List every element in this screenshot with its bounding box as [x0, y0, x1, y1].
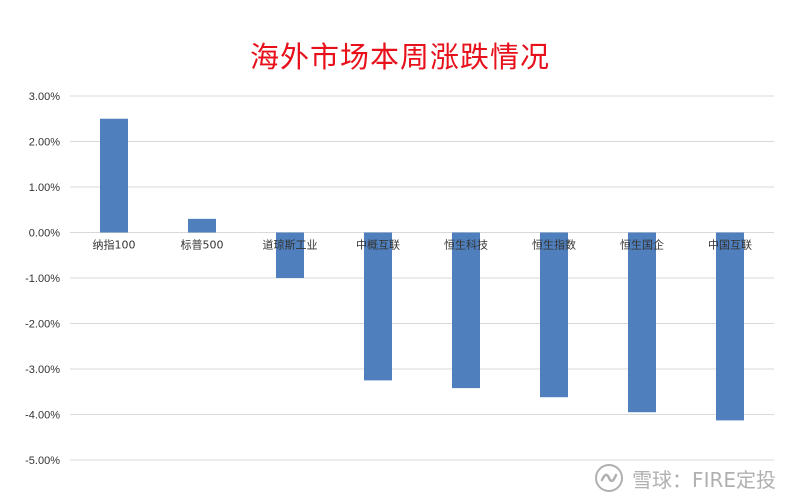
- x-tick-label: 中概互联: [356, 239, 400, 252]
- gridlines: [70, 95, 774, 461]
- watermark: 雪球：FIRE定投: [594, 463, 776, 493]
- x-tick-label: 中国互联: [708, 239, 752, 252]
- y-axis-ticks: 3.00% 2.00% 1.00% 0.00% -1.00% -2.00% -3.00% -4…: [25, 91, 60, 467]
- bar: [628, 232, 656, 413]
- y-tick-label: -4.00%: [25, 410, 60, 422]
- bar: [540, 232, 568, 398]
- snowball-logo-icon: [595, 464, 624, 492]
- chart-title: 海外市场本周涨跌情况: [249, 40, 550, 74]
- bar: [716, 232, 744, 421]
- y-tick-label: -2.00%: [25, 319, 60, 331]
- x-tick-label: 恒生指数: [532, 238, 576, 252]
- x-tick-label: 恒生科技: [444, 238, 488, 252]
- y-tick-label: 0.00%: [29, 228, 60, 240]
- x-axis-ticks: 纳指100 标普500 道琼斯工业 中概互联 恒生科技 恒生指数 恒生国企 中国互联: [93, 238, 753, 252]
- watermark-text: 雪球：FIRE定投: [632, 467, 776, 492]
- y-tick-label: -5.00%: [25, 455, 60, 467]
- bar: [188, 218, 216, 233]
- bar: [276, 232, 304, 278]
- y-tick-label: -3.00%: [25, 364, 60, 376]
- y-tick-label: 2.00%: [29, 137, 60, 149]
- x-tick-label: 标普500: [181, 238, 224, 252]
- y-tick-label: 1.00%: [29, 182, 60, 194]
- y-tick-label: -1.00%: [25, 273, 60, 285]
- x-tick-label: 纳指100: [93, 238, 136, 252]
- x-tick-label: 道琼斯工业: [263, 238, 318, 252]
- bar: [364, 232, 392, 381]
- bar: [100, 118, 128, 233]
- bars: [100, 118, 744, 421]
- x-tick-label: 恒生国企: [620, 238, 664, 252]
- bar: [452, 232, 480, 389]
- y-tick-label: 3.00%: [29, 91, 60, 103]
